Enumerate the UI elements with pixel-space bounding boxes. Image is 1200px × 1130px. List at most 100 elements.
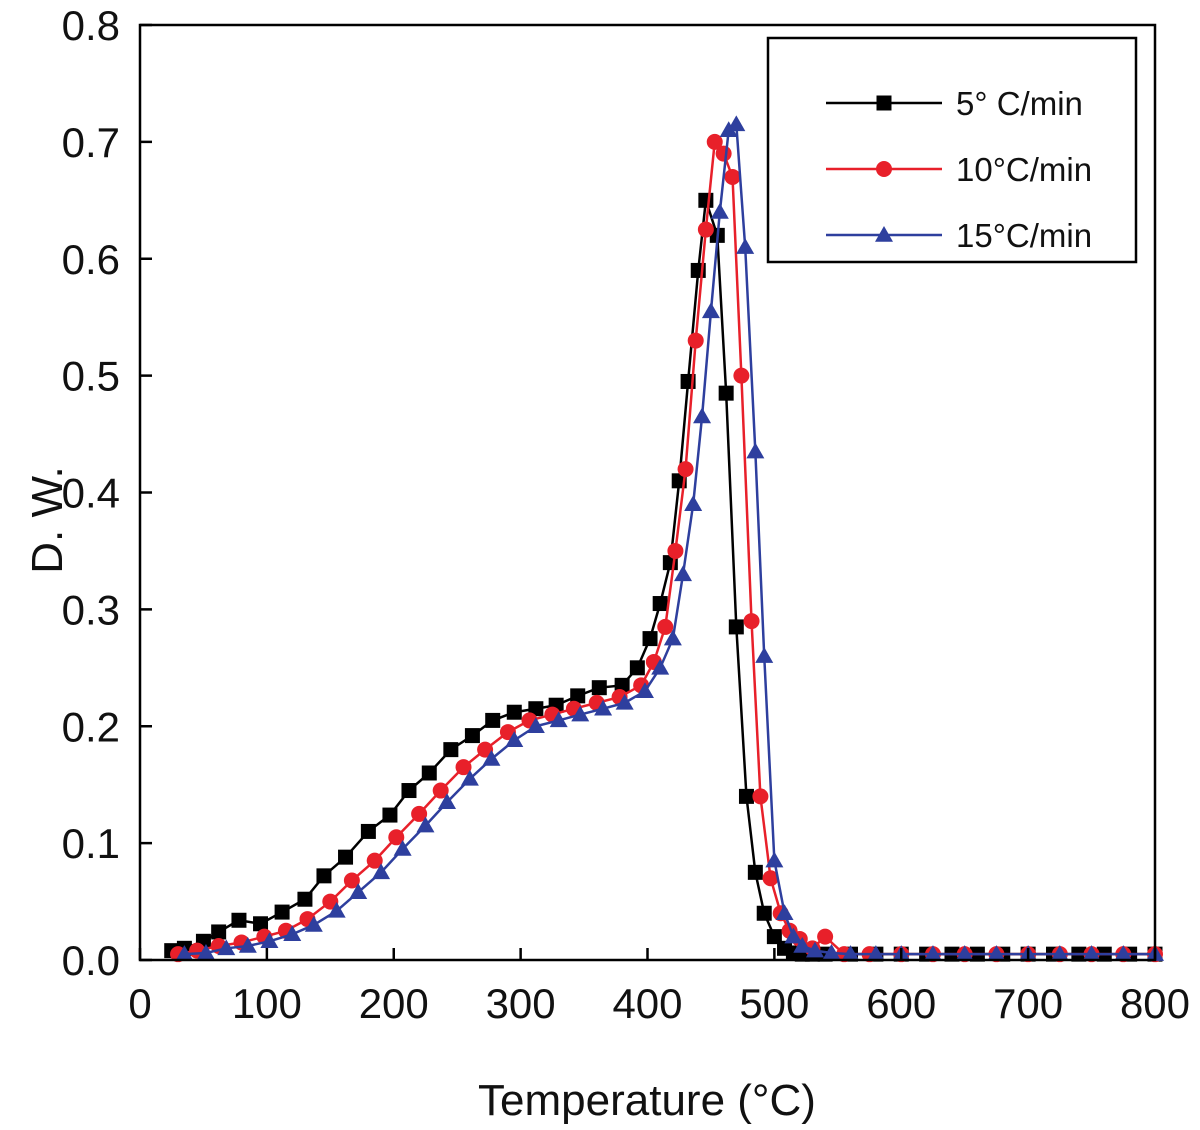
x-tick-label: 100 bbox=[232, 980, 302, 1027]
data-point bbox=[338, 849, 354, 865]
data-point bbox=[432, 782, 449, 799]
x-tick-label: 0 bbox=[128, 980, 151, 1027]
data-point bbox=[477, 741, 494, 758]
data-point bbox=[327, 901, 346, 918]
data-point bbox=[401, 783, 417, 799]
data-point bbox=[485, 712, 501, 728]
data-point bbox=[238, 936, 257, 953]
data-point bbox=[762, 870, 779, 887]
data-point bbox=[349, 883, 368, 899]
data-point bbox=[715, 145, 732, 162]
data-point bbox=[438, 793, 457, 809]
data-point bbox=[724, 168, 741, 185]
data-point bbox=[657, 618, 674, 635]
legend-marker bbox=[876, 161, 892, 177]
data-point bbox=[360, 823, 376, 839]
legend-entry-1: 5° C/min bbox=[826, 85, 1083, 122]
data-point bbox=[746, 442, 765, 459]
data-point bbox=[372, 863, 391, 880]
data-point bbox=[710, 203, 729, 219]
data-point bbox=[755, 647, 774, 663]
data-point bbox=[752, 788, 769, 805]
data-point bbox=[211, 924, 227, 940]
y-tick-label: 0.6 bbox=[62, 236, 120, 283]
x-tick-label: 400 bbox=[612, 980, 682, 1027]
data-point bbox=[615, 693, 634, 710]
data-point bbox=[822, 943, 841, 960]
data-point bbox=[260, 932, 279, 949]
legend-entry-2: 10°C/min bbox=[826, 151, 1092, 188]
data-point bbox=[693, 407, 712, 424]
data-point bbox=[793, 936, 812, 953]
data-point bbox=[297, 891, 313, 907]
data-point bbox=[1050, 945, 1069, 961]
data-point bbox=[506, 704, 522, 720]
data-point bbox=[343, 872, 360, 889]
data-point bbox=[766, 929, 782, 945]
data-point bbox=[505, 731, 524, 748]
data-point bbox=[393, 839, 412, 856]
data-point bbox=[482, 749, 501, 766]
x-tick-label: 500 bbox=[739, 980, 809, 1027]
y-tick-label: 0.7 bbox=[62, 119, 120, 166]
data-point bbox=[411, 805, 428, 822]
data-point bbox=[614, 677, 630, 693]
data-point bbox=[196, 943, 215, 960]
legend-label: 10°C/min bbox=[956, 151, 1092, 188]
data-point bbox=[443, 742, 459, 758]
legend-box bbox=[766, 36, 1138, 264]
data-point bbox=[743, 613, 760, 630]
data-point bbox=[784, 927, 803, 944]
data-point bbox=[455, 759, 472, 776]
y-tick-label: 0.8 bbox=[62, 2, 120, 49]
data-point bbox=[736, 238, 755, 254]
data-point bbox=[805, 941, 824, 958]
data-point bbox=[322, 893, 339, 910]
legend-marker bbox=[876, 95, 892, 111]
series-line bbox=[171, 199, 1155, 956]
data-point bbox=[642, 631, 658, 647]
x-tick-label: 300 bbox=[486, 980, 556, 1027]
data-point bbox=[1114, 945, 1133, 961]
data-point bbox=[629, 660, 645, 676]
data-point bbox=[698, 192, 714, 208]
legend-label: 5° C/min bbox=[956, 85, 1083, 122]
x-tick-label: 600 bbox=[866, 980, 936, 1027]
data-point bbox=[684, 495, 703, 511]
data-point bbox=[231, 912, 247, 928]
data-point bbox=[304, 915, 323, 932]
y-tick-label: 0.3 bbox=[62, 586, 120, 633]
data-point bbox=[460, 769, 479, 786]
series-line bbox=[177, 140, 1155, 956]
legend-entry-3: 15°C/min bbox=[826, 217, 1092, 254]
data-point bbox=[756, 905, 772, 921]
data-point bbox=[366, 852, 383, 869]
data-point bbox=[283, 925, 302, 942]
data-point bbox=[464, 728, 480, 744]
data-point bbox=[667, 542, 684, 559]
x-tick-label: 800 bbox=[1120, 980, 1190, 1027]
data-point bbox=[316, 868, 332, 884]
series-2 bbox=[170, 133, 1163, 963]
data-point bbox=[651, 658, 670, 675]
data-point bbox=[253, 916, 269, 932]
data-point bbox=[591, 680, 607, 696]
data-point bbox=[571, 705, 590, 722]
data-point bbox=[841, 945, 860, 961]
x-tick-label: 700 bbox=[993, 980, 1063, 1027]
data-point bbox=[866, 945, 885, 961]
y-tick-label: 0.1 bbox=[62, 820, 120, 867]
series-layer bbox=[164, 115, 1164, 963]
x-tick-label: 200 bbox=[359, 980, 429, 1027]
x-axis-title: Temperature (°C) bbox=[478, 1076, 816, 1125]
data-point bbox=[526, 717, 545, 733]
data-point bbox=[727, 115, 746, 132]
data-point bbox=[733, 367, 750, 384]
data-point bbox=[382, 807, 398, 823]
data-point bbox=[274, 904, 290, 920]
y-tick-label: 0.0 bbox=[62, 937, 120, 984]
legend-marker bbox=[875, 226, 893, 242]
data-point bbox=[677, 461, 694, 478]
series-3 bbox=[175, 115, 1164, 961]
